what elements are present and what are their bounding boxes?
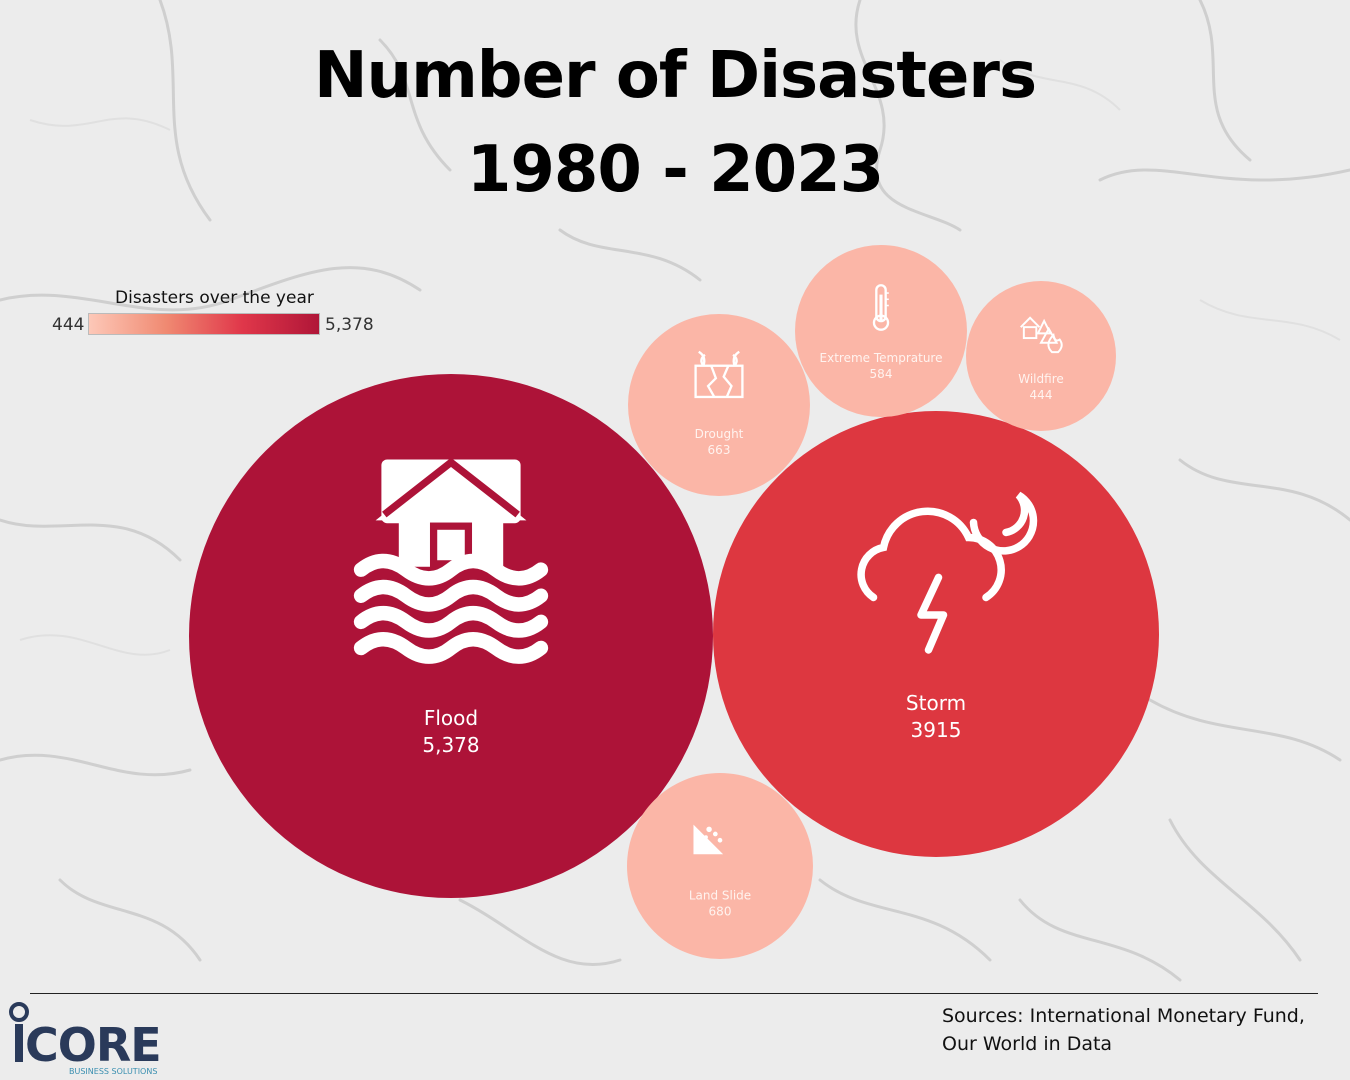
- bubble-land-slide[interactable]: Land Slide 680: [627, 773, 813, 959]
- flooded-house-icon: [353, 457, 549, 664]
- bubble-label: Wildfire: [1018, 372, 1064, 386]
- bubble-extreme-temprature[interactable]: Extreme Temprature 584: [795, 245, 967, 417]
- bubble-flood[interactable]: Flood 5,378: [189, 374, 713, 898]
- chart-title-line1: Number of Disasters: [313, 39, 1037, 113]
- bubble-circle: [966, 281, 1116, 431]
- bubble-value: 3915: [911, 718, 962, 742]
- bubble-label: Land Slide: [689, 888, 751, 902]
- bubble-value: 5,378: [422, 733, 479, 757]
- bubble-value: 444: [1030, 388, 1053, 402]
- sources-line-1: Sources: International Monetary Fund,: [942, 1005, 1305, 1027]
- thermometer-icon: [872, 284, 890, 331]
- house-fire-icon: [1020, 316, 1063, 354]
- bubble-storm[interactable]: Storm 3915: [713, 411, 1159, 857]
- bubble-value: 663: [708, 443, 731, 457]
- sources-line-2: Our World in Data: [942, 1033, 1113, 1055]
- chart-title-line2: 1980 - 2023: [466, 133, 884, 207]
- bubble-drought[interactable]: Drought 663: [628, 314, 810, 496]
- storm-cloud-lightning-icon: [857, 491, 1038, 654]
- bubble-label: Flood: [424, 706, 478, 730]
- bubble-circle: [628, 314, 810, 496]
- sources-note: Sources: International Monetary Fund, Ou…: [942, 1002, 1305, 1058]
- bubble-circle: [189, 374, 713, 898]
- bubble-label: Extreme Temprature: [820, 351, 943, 365]
- bubble-label: Storm: [906, 691, 966, 715]
- legend-title: Disasters over the year: [115, 288, 314, 308]
- bubble-value: 680: [709, 905, 732, 919]
- bubble-wildfire[interactable]: Wildfire 444: [966, 281, 1116, 431]
- legend-color-scale: [88, 313, 320, 335]
- logo-subtext: BUSINESS SOLUTIONS: [69, 1067, 157, 1076]
- company-logo: CORE BUSINESS SOLUTIONS: [9, 1002, 162, 1076]
- legend-max-label: 5,378: [325, 315, 374, 335]
- bubble-circle: [795, 245, 967, 417]
- logo-text: CORE: [25, 1018, 161, 1072]
- bubble-label: Drought: [695, 427, 744, 441]
- footer-divider: [30, 993, 1318, 994]
- bubble-circle: [627, 773, 813, 959]
- bubble-value: 584: [870, 367, 893, 381]
- legend-min-label: 444: [52, 315, 85, 335]
- cracked-ground-icon: [694, 350, 744, 399]
